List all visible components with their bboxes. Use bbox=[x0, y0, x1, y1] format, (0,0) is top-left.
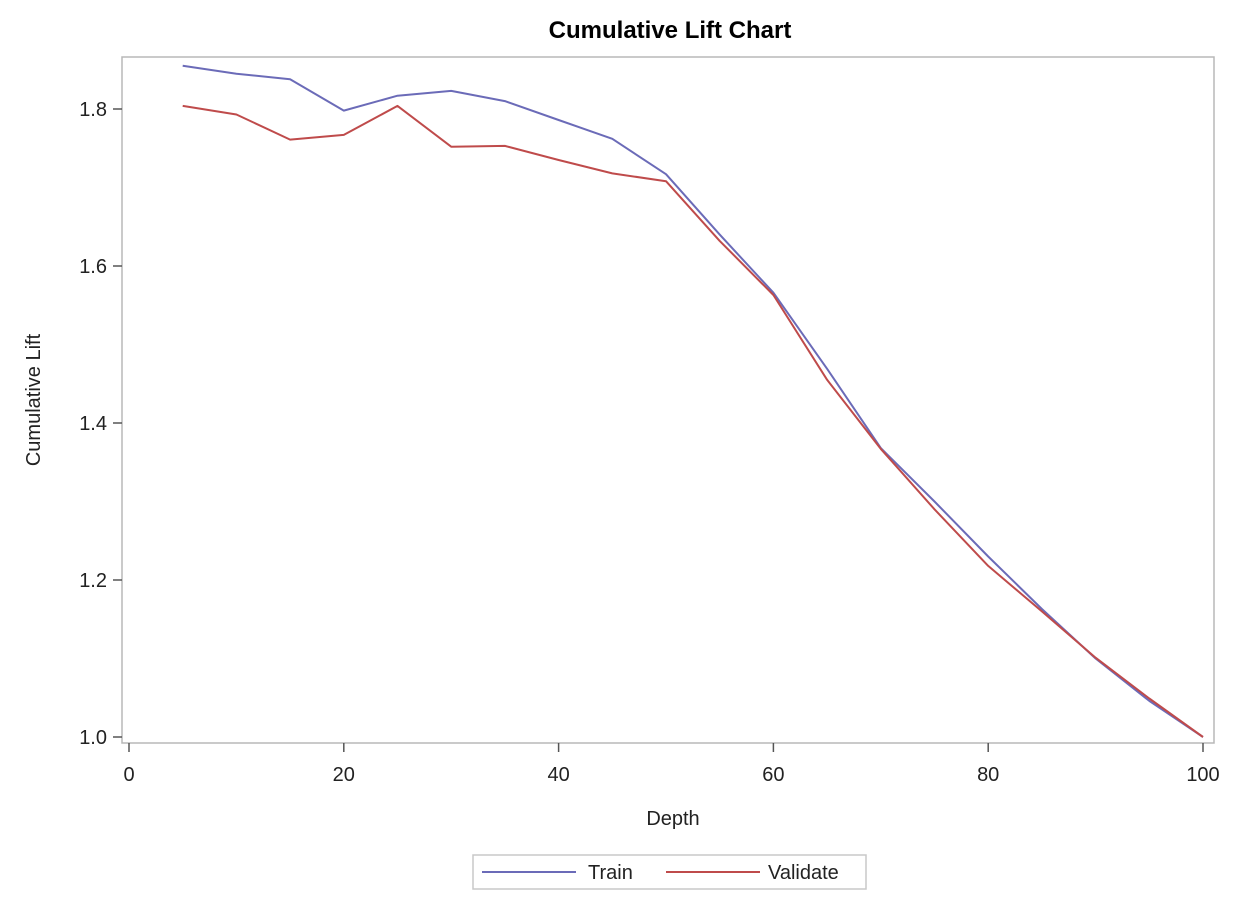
x-axis: 0 20 40 60 80 100 bbox=[123, 743, 1220, 786]
plot-frame bbox=[121, 56, 1215, 744]
legend: Train Validate bbox=[472, 854, 867, 890]
x-tick-label: 80 bbox=[977, 764, 999, 786]
x-axis-label: Depth bbox=[646, 808, 699, 830]
y-axis-label: Cumulative Lift bbox=[23, 333, 45, 466]
x-tick-label: 20 bbox=[333, 764, 355, 786]
x-tick-label: 40 bbox=[547, 764, 569, 786]
y-tick-label: 1.2 bbox=[79, 570, 107, 592]
series-line-train bbox=[182, 64, 1204, 738]
x-tick-label: 100 bbox=[1186, 764, 1219, 786]
y-tick-label: 1.4 bbox=[79, 413, 107, 435]
x-tick-label: 60 bbox=[762, 764, 784, 786]
legend-label-validate: Validate bbox=[768, 862, 839, 884]
series-line-validate bbox=[182, 104, 1204, 738]
y-tick-label: 1.0 bbox=[79, 727, 107, 749]
x-tick-label: 0 bbox=[123, 764, 134, 786]
y-tick-label: 1.6 bbox=[79, 256, 107, 278]
series-layer bbox=[182, 64, 1204, 738]
chart-title: Cumulative Lift Chart bbox=[549, 17, 792, 44]
y-tick-label: 1.8 bbox=[79, 99, 107, 121]
legend-label-train: Train bbox=[588, 862, 633, 884]
y-axis: 1.0 1.2 1.4 1.6 1.8 bbox=[79, 99, 122, 749]
